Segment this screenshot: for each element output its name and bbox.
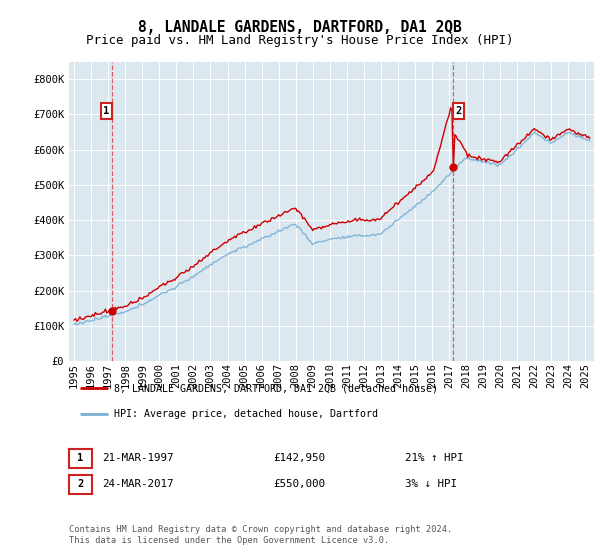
Text: 21% ↑ HPI: 21% ↑ HPI xyxy=(405,453,464,463)
Text: £142,950: £142,950 xyxy=(273,453,325,463)
Text: 24-MAR-2017: 24-MAR-2017 xyxy=(102,479,173,489)
Text: 1: 1 xyxy=(103,106,109,116)
Text: 3% ↓ HPI: 3% ↓ HPI xyxy=(405,479,457,489)
Text: 21-MAR-1997: 21-MAR-1997 xyxy=(102,453,173,463)
Text: Contains HM Land Registry data © Crown copyright and database right 2024.
This d: Contains HM Land Registry data © Crown c… xyxy=(69,525,452,545)
Text: Price paid vs. HM Land Registry's House Price Index (HPI): Price paid vs. HM Land Registry's House … xyxy=(86,34,514,46)
Text: 8, LANDALE GARDENS, DARTFORD, DA1 2QB: 8, LANDALE GARDENS, DARTFORD, DA1 2QB xyxy=(138,20,462,35)
Text: 2: 2 xyxy=(77,479,83,489)
Text: 8, LANDALE GARDENS, DARTFORD, DA1 2QB (detached house): 8, LANDALE GARDENS, DARTFORD, DA1 2QB (d… xyxy=(113,384,437,393)
Text: HPI: Average price, detached house, Dartford: HPI: Average price, detached house, Dart… xyxy=(113,409,377,418)
Text: 2: 2 xyxy=(455,106,462,116)
Text: 1: 1 xyxy=(77,453,83,463)
Text: £550,000: £550,000 xyxy=(273,479,325,489)
